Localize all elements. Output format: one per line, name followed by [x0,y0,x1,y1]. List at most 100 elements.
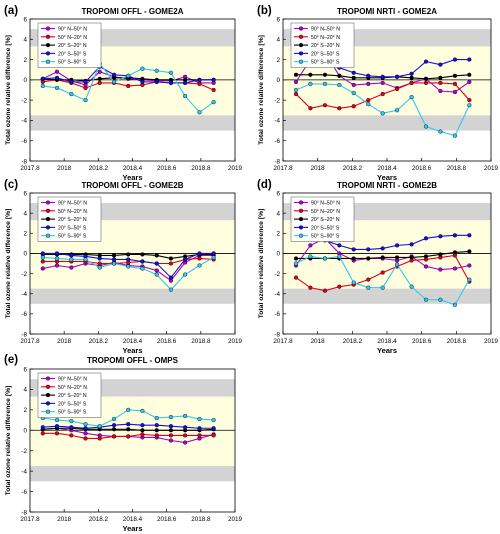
data-point [452,302,458,307]
data-point [140,408,145,413]
legend-marker [45,217,51,222]
data-point [467,57,472,62]
x-tick-label: 2017.8 [20,338,40,345]
data-point [351,256,356,261]
data-point [467,263,472,268]
data-point [452,73,458,78]
legend-marker [45,384,51,389]
legend-entry: 50° N–20° N [58,35,87,41]
data-point [452,233,458,238]
data-point [83,85,88,91]
x-axis-label: Years [122,524,142,533]
data-point [438,80,443,85]
data-point [111,257,117,262]
y-tick-label: 4 [23,37,27,44]
chart-panel-d: -8 -6 -4 -2 0 2 4 6 2017.8 2018 2018.2 2018.4 2018.6… [257,179,498,355]
legend-marker [298,233,304,238]
y-tick-label: 6 [276,16,280,23]
data-point [293,256,299,261]
y-tick-label: -4 [274,118,280,125]
data-point [54,256,60,261]
y-axis-label: Total ozone relative difference [%] [5,209,12,319]
legend-marker [298,59,304,64]
y-tick-label: -8 [21,331,27,338]
chart-panel-c: -8 -6 -4 -2 0 2 4 6 2017.8 2018 2018.2 2018.4 2018.6… [4,179,242,355]
y-tick-label: -8 [21,158,27,165]
data-point [322,81,328,87]
legend-marker [298,217,304,222]
panel-title: TROPOMI NRTI - GOME2B [337,181,437,190]
legend-entry: 90° N–50° N [58,27,87,33]
data-point [211,433,216,438]
x-tick-label: 2019 [228,338,243,345]
panel-title: TROPOMI NRTI - GOME2A [337,7,437,16]
y-tick-label: -6 [274,138,280,145]
y-tick-label: 0 [23,77,27,84]
legend-marker [45,34,51,39]
data-point [40,83,45,89]
data-point [111,416,117,422]
x-tick-label: 2018.4 [123,338,143,345]
data-point [168,433,174,438]
x-tick-label: 2018.8 [191,338,211,345]
y-tick-label: 4 [276,210,280,217]
data-point [467,233,472,238]
data-point [197,256,202,261]
data-point [83,257,88,262]
data-point [351,247,356,252]
data-point [409,71,414,76]
data-point [423,297,429,302]
legend-entry: 50° N–20° N [58,385,87,391]
y-tick-label: 2 [276,231,280,238]
x-tick-label: 2018 [57,516,72,523]
legend-entry: 50° S–90° S [311,60,340,66]
data-point [423,264,429,269]
legend-marker [45,233,51,238]
data-point [380,74,385,79]
data-point [154,428,159,433]
data-point [40,259,45,264]
data-point [40,76,45,81]
panel-title: TROPOMI OFFL - OMPS [87,356,179,365]
data-point [467,79,472,84]
data-point [168,424,174,429]
data-point [308,285,313,290]
panel-label: (c) [4,179,18,191]
data-point [154,253,159,258]
panel-label: (a) [4,5,18,17]
data-point [83,431,88,436]
data-point [351,70,356,75]
data-point [366,98,371,103]
x-tick-label: 2018.6 [412,165,432,172]
data-point [69,265,74,270]
data-point [54,431,60,436]
x-tick-label: 2018 [311,165,326,172]
data-point [111,79,117,84]
data-point [83,436,88,441]
data-point [183,425,188,430]
data-point [97,80,102,85]
y-tick-label: 0 [23,428,27,435]
panel-title: TROPOMI OFFL - GOME2A [81,7,183,16]
data-point [154,272,159,277]
y-tick-label: 6 [23,366,27,373]
legend-marker [45,225,51,230]
data-point [366,73,371,78]
legend-marker [45,51,51,56]
data-point [83,426,88,431]
y-tick-label: 0 [276,77,280,84]
x-tick-label: 2018.8 [191,165,211,172]
y-tick-label: 2 [23,231,27,238]
data-point [197,110,202,115]
x-tick-label: 2018.2 [343,165,363,172]
data-point [337,254,342,259]
panel-title: TROPOMI OFFL - GOME2B [81,181,183,190]
data-point [97,424,102,429]
data-point [423,80,429,85]
data-point [380,111,385,116]
legend-entry: 20° S–50° S [311,51,340,57]
data-point [183,272,188,277]
x-tick-label: 2018 [57,338,72,345]
data-point [197,81,202,87]
legend-marker [45,393,51,398]
